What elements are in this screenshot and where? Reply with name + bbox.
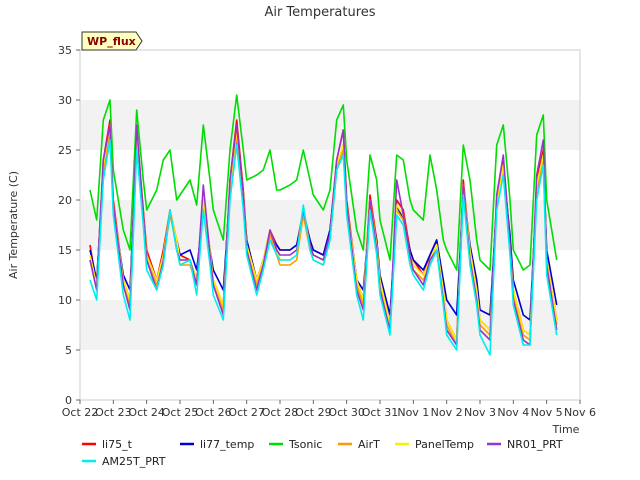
y-tick-label: 0: [65, 394, 72, 407]
x-tick-label: Oct 26: [195, 406, 232, 419]
y-tick-label: 15: [58, 244, 72, 257]
y-tick-label: 10: [58, 294, 72, 307]
legend-label-paneltemp: PanelTemp: [415, 438, 474, 451]
x-tick-label: Oct 24: [128, 406, 165, 419]
series-lines: [89, 94, 558, 356]
legend-label-tsonic: Tsonic: [288, 438, 322, 451]
plot-border: [79, 49, 581, 401]
y-tick-label: 20: [58, 194, 72, 207]
chart-title: Air Temperatures: [264, 5, 375, 20]
station-badge: WP_flux: [81, 31, 143, 51]
series-line-tsonic: [89, 94, 558, 271]
y-tick-labels: 0 5 10 15 20 25 30 35: [58, 44, 80, 407]
station-badge-label: WP_flux: [87, 35, 136, 48]
legend-label-am25t-prt: AM25T_PRT: [102, 455, 166, 468]
x-tick-label: Oct 29: [295, 406, 332, 419]
y-tick-label: 5: [65, 344, 72, 357]
y-tick-label: 35: [58, 44, 72, 57]
x-tick-label: Nov 1: [397, 406, 429, 419]
x-tick-label: Nov 4: [497, 406, 529, 419]
legend-label-li77-temp: li77_temp: [200, 438, 254, 451]
legend: li75_t li77_temp Tsonic AirT PanelTemp NR01_P…: [82, 438, 563, 468]
x-tick-label: Oct 22: [62, 406, 99, 419]
x-tick-label: Nov 3: [464, 406, 496, 419]
series-line-am25t-prt: [89, 139, 558, 356]
x-tick-label: Nov 6: [564, 406, 596, 419]
grid-band: [80, 100, 580, 150]
x-tick-label: Oct 28: [262, 406, 299, 419]
x-tick-label: Oct 25: [162, 406, 199, 419]
plot-frame: [79, 49, 581, 401]
y-tick-label: 30: [58, 94, 72, 107]
y-tick-label: 25: [58, 144, 72, 157]
x-tick-label: Oct 27: [228, 406, 265, 419]
x-tick-label: Oct 31: [362, 406, 399, 419]
legend-label-nr01-prt: NR01_PRT: [507, 438, 563, 451]
y-axis-label: Air Temperature (C): [7, 171, 20, 279]
grid-band: [80, 300, 580, 350]
legend-label-li75-t: li75_t: [102, 438, 133, 451]
x-axis-label: Time: [552, 423, 580, 436]
x-tick-label: Nov 2: [431, 406, 463, 419]
legend-label-airt: AirT: [358, 438, 380, 451]
x-tick-label: Oct 23: [95, 406, 132, 419]
grid-band: [80, 50, 580, 100]
grid-band: [80, 350, 580, 400]
x-tick-label: Oct 30: [328, 406, 365, 419]
x-tick-label: Nov 5: [531, 406, 563, 419]
